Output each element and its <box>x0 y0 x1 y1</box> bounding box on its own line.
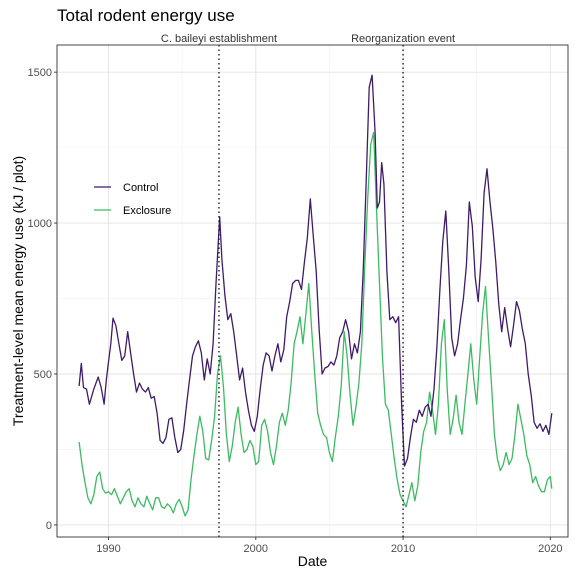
x-tick-label: 2020 <box>538 543 562 555</box>
legend-label-control: Control <box>123 182 158 194</box>
y-tick-label: 500 <box>34 369 52 381</box>
event-label-0: C. baileyi establishment <box>161 33 277 45</box>
event-label-1: Reorganization event <box>351 33 455 45</box>
annotations: C. baileyi establishment Reorganization e… <box>161 33 455 45</box>
y-tick-label: 0 <box>46 520 52 532</box>
x-tick-label: 2000 <box>244 543 268 555</box>
series-line-exclosure <box>78 131 553 517</box>
legend: Control Exclosure <box>94 182 171 217</box>
y-tick-label: 1000 <box>28 218 52 230</box>
plot-panel <box>56 44 569 538</box>
event-lines <box>218 45 404 537</box>
y-axis: 0 500 1000 1500 <box>28 67 57 532</box>
series-layer <box>78 74 553 517</box>
legend-label-exclosure: Exclosure <box>123 205 171 217</box>
x-axis: 1990 2000 2010 2020 <box>96 537 563 555</box>
series-line-control <box>78 74 553 467</box>
y-tick-label: 1500 <box>28 67 52 79</box>
panel-border <box>56 44 569 538</box>
x-axis-title: Date <box>298 553 328 569</box>
x-tick-label: 2010 <box>391 543 415 555</box>
x-tick-label: 1990 <box>96 543 120 555</box>
chart-title: Total rodent energy use <box>57 6 235 25</box>
y-axis-title: Treatment-level mean energy use (kJ / pl… <box>10 156 26 426</box>
